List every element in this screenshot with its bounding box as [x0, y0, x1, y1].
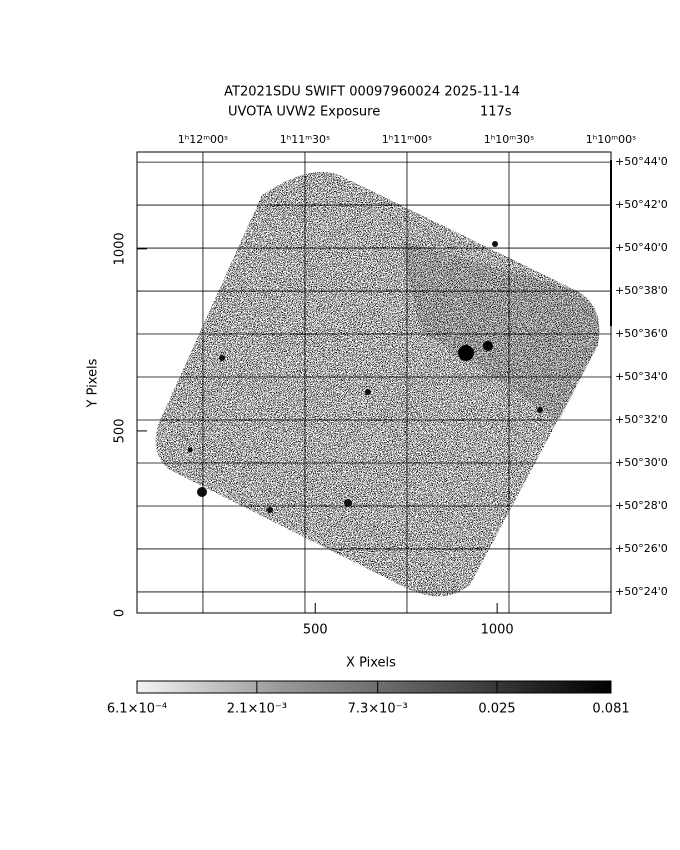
shade: [400, 240, 600, 420]
ra-tick-label: 1ʰ10ᵐ00ˢ: [586, 133, 636, 146]
dec-tick-label: +50°28'0: [615, 499, 668, 512]
dec-tick-label: +50°24'0: [615, 585, 668, 598]
sky-image: [155, 171, 600, 597]
y-tick-label: 0: [113, 609, 128, 617]
dec-tick-label: +50°32'0: [615, 413, 668, 426]
dec-tick-label: +50°40'0: [615, 241, 668, 254]
dec-tick-label: +50°34'0: [615, 370, 668, 383]
y-tick-label: 1000: [113, 232, 128, 265]
colorbar-tick-label: 2.1×10⁻³: [227, 702, 287, 717]
star: [458, 345, 474, 361]
star: [197, 487, 207, 497]
ra-tick-label: 1ʰ12ᵐ00ˢ: [178, 133, 228, 146]
star: [267, 507, 273, 513]
chart-subtitle: UVOTA UVW2 Exposure: [228, 105, 380, 120]
star: [344, 499, 352, 507]
star: [219, 355, 225, 361]
colorbar-tick-label: 6.1×10⁻⁴: [107, 702, 167, 717]
star: [537, 407, 543, 413]
colorbar: [136, 680, 612, 694]
y-tick-label: 500: [113, 419, 128, 444]
star: [187, 447, 193, 453]
colorbar-tick-label: 0.081: [592, 702, 629, 717]
dec-tick-label: +50°42'0: [615, 198, 668, 211]
star: [492, 241, 498, 247]
dec-tick-label: +50°36'0: [615, 327, 668, 340]
dec-tick-label: +50°38'0: [615, 284, 668, 297]
colorbar-tick-label: 0.025: [478, 702, 515, 717]
x-tick-label: 1000: [481, 623, 514, 638]
chart-title: AT2021SDU SWIFT 00097960024 2025-11-14: [224, 85, 520, 100]
ra-tick-label: 1ʰ11ᵐ30ˢ: [280, 133, 330, 146]
dec-tick-label: +50°30'0: [615, 456, 668, 469]
exposure-map: [155, 171, 600, 597]
ra-tick-label: 1ʰ10ᵐ30ˢ: [484, 133, 534, 146]
star: [365, 389, 371, 395]
x-axis-label: X Pixels: [346, 656, 396, 671]
x-tick-label: 500: [303, 623, 328, 638]
dec-tick-label: +50°26'0: [615, 542, 668, 555]
dec-tick-label: +50°44'0: [615, 155, 668, 168]
exposure: 117s: [480, 105, 512, 120]
ra-tick-label: 1ʰ11ᵐ00ˢ: [382, 133, 432, 146]
star: [483, 341, 493, 351]
colorbar-tick-label: 7.3×10⁻³: [348, 702, 408, 717]
y-axis-label: Y Pixels: [86, 358, 101, 408]
